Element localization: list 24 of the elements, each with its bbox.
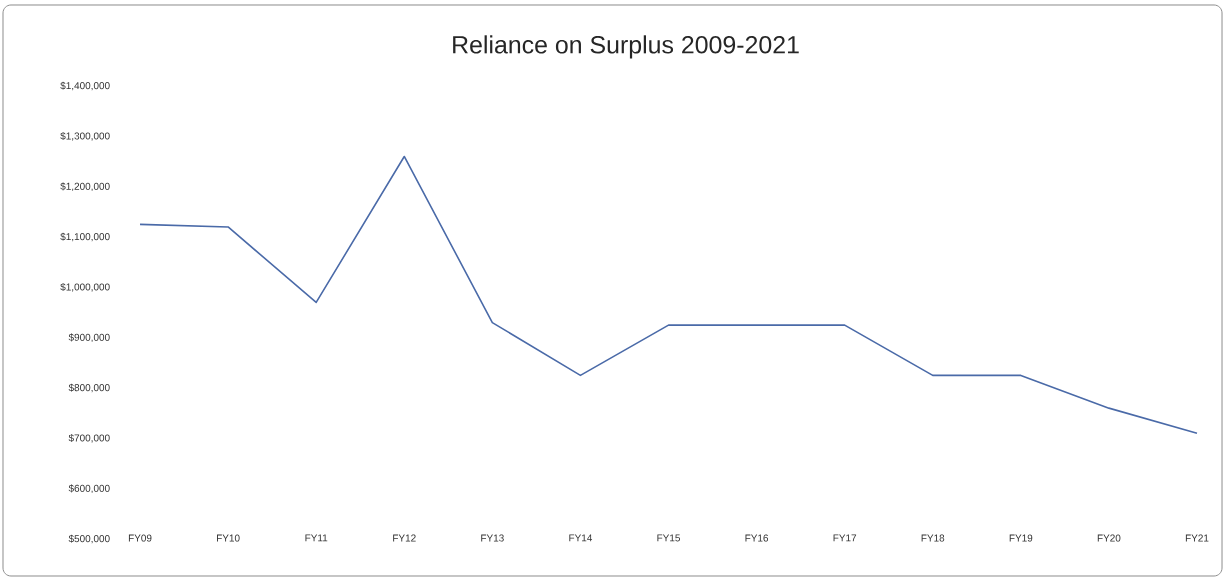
- y-tick-label: $1,000,000: [60, 283, 110, 292]
- x-tick-label: FY19: [1009, 534, 1033, 542]
- x-tick-label: FY16: [745, 534, 769, 542]
- y-tick-label: $500,000: [68, 534, 110, 544]
- x-tick-label: FY12: [393, 534, 416, 542]
- y-tick-label: $1,400,000: [60, 81, 110, 91]
- y-tick-label: $800,000: [68, 383, 110, 393]
- x-tick-label: FY15: [657, 534, 680, 542]
- x-tick-label: FY20: [1097, 534, 1121, 542]
- x-tick-label: FY11: [305, 534, 328, 542]
- y-tick-label: $1,300,000: [60, 132, 110, 141]
- x-tick-label: FY14: [569, 534, 593, 542]
- x-tick-label: FY13: [481, 534, 504, 542]
- x-tick-label: FY21: [1185, 534, 1209, 542]
- x-tick-label: FY10: [217, 534, 240, 542]
- x-tick-label: FY17: [833, 534, 857, 542]
- y-tick-label: $1,100,000: [60, 232, 110, 242]
- x-tick-label: FY18: [921, 534, 945, 542]
- chart-title: Reliance on Surplus 2009-2021: [453, 35, 799, 59]
- y-tick-label: $1,200,000: [60, 182, 110, 191]
- y-tick-label: $900,000: [68, 333, 110, 342]
- y-tick-label: $600,000: [68, 484, 110, 493]
- x-tick-label: FY09: [128, 534, 152, 542]
- y-tick-label: $700,000: [68, 434, 110, 443]
